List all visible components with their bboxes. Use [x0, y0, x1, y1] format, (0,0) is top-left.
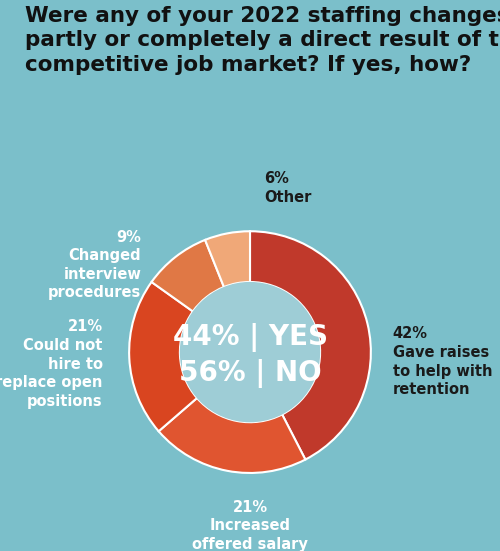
Text: Were any of your 2022 staffing changes
partly or completely a direct result of t: Were any of your 2022 staffing changes p… — [25, 6, 500, 75]
Text: 56% | NO: 56% | NO — [178, 359, 322, 388]
Text: 21%
Increased
offered salary
to attract: 21% Increased offered salary to attract — [192, 500, 308, 551]
Text: 42%
Gave raises
to help with
retention: 42% Gave raises to help with retention — [392, 326, 492, 397]
Circle shape — [180, 283, 320, 422]
Text: 21%
Could not
hire to
replace open
positions: 21% Could not hire to replace open posit… — [0, 320, 102, 409]
Wedge shape — [129, 282, 197, 431]
Text: 9%
Changed
interview
procedures: 9% Changed interview procedures — [48, 230, 141, 300]
Wedge shape — [205, 231, 250, 287]
Text: 6%
Other: 6% Other — [264, 171, 312, 204]
Wedge shape — [152, 240, 224, 311]
Text: 44% | YES: 44% | YES — [172, 323, 328, 352]
Wedge shape — [250, 231, 371, 460]
Wedge shape — [158, 398, 306, 473]
